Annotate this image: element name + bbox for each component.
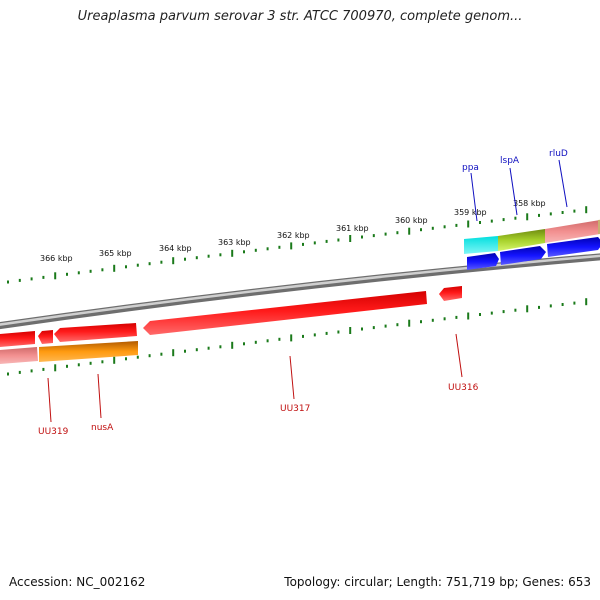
tick-label-363: 363 kbp (218, 238, 251, 247)
forward-gene-labels: ppa lspA rluD (462, 149, 568, 222)
cds-arrow-nusa[interactable] (54, 323, 137, 342)
cds-arrow-uu317[interactable] (143, 291, 427, 335)
gene-label-uu319[interactable]: UU319 (38, 427, 69, 437)
scale-ticks-outer (7, 206, 588, 284)
feature-uu319-pink[interactable] (0, 347, 38, 364)
tick-label-358: 358 kbp (513, 199, 546, 208)
feature-rlud-pink[interactable] (545, 220, 600, 243)
leader-line-lspa (509, 167, 518, 216)
tick-label-362: 362 kbp (277, 231, 310, 240)
leader-line-uu319 (47, 377, 52, 423)
scale-ticks-inner (7, 298, 588, 376)
leader-line-nusa (97, 373, 102, 419)
leader-line-rlud (558, 159, 568, 208)
reverse-feature-track (0, 341, 138, 364)
cds-arrow-small[interactable] (38, 330, 53, 344)
forward-feature-track (464, 219, 600, 254)
forward-cds-track (467, 237, 600, 270)
cds-arrow-uu319-left[interactable] (0, 331, 35, 347)
gene-label-lspa[interactable]: lspA (500, 156, 520, 166)
leader-line-ppa (470, 172, 478, 222)
leader-line-uu317 (289, 355, 295, 400)
tick-label-359: 359 kbp (454, 208, 487, 217)
gene-label-nusa[interactable]: nusA (91, 423, 114, 433)
genome-title: Ureaplasma parvum serovar 3 str. ATCC 70… (77, 9, 523, 24)
cds-arrow-rlud[interactable] (547, 237, 600, 257)
gene-label-uu316[interactable]: UU316 (448, 383, 479, 393)
accession-text: Accession: NC_002162 (9, 575, 146, 589)
tick-label-361: 361 kbp (336, 224, 369, 233)
gene-label-rlud[interactable]: rluD (549, 149, 568, 159)
feature-nusa-orange[interactable] (39, 341, 138, 362)
scale-tick-labels: 366 kbp 365 kbp 364 kbp 363 kbp 362 kbp … (40, 199, 546, 263)
reverse-cds-track (0, 286, 462, 347)
gene-label-ppa[interactable]: ppa (462, 163, 479, 173)
cds-arrow-lspa[interactable] (500, 246, 546, 265)
leader-line-uu316 (455, 333, 463, 378)
gene-label-uu317[interactable]: UU317 (280, 404, 310, 414)
tick-label-360: 360 kbp (395, 216, 428, 225)
cds-arrow-ppa[interactable] (467, 253, 499, 270)
tick-label-364: 364 kbp (159, 244, 192, 253)
topology-text: Topology: circular; Length: 751,719 bp; … (284, 575, 591, 589)
tick-label-366: 366 kbp (40, 254, 73, 263)
feature-lspa-olive[interactable] (498, 229, 545, 251)
feature-ppa-cyan[interactable] (464, 236, 498, 254)
genome-backbone-highlight (0, 254, 600, 326)
cds-arrow-uu316[interactable] (439, 286, 462, 301)
reverse-gene-labels: UU319 nusA UU317 UU316 (38, 333, 479, 437)
tick-label-365: 365 kbp (99, 249, 132, 258)
